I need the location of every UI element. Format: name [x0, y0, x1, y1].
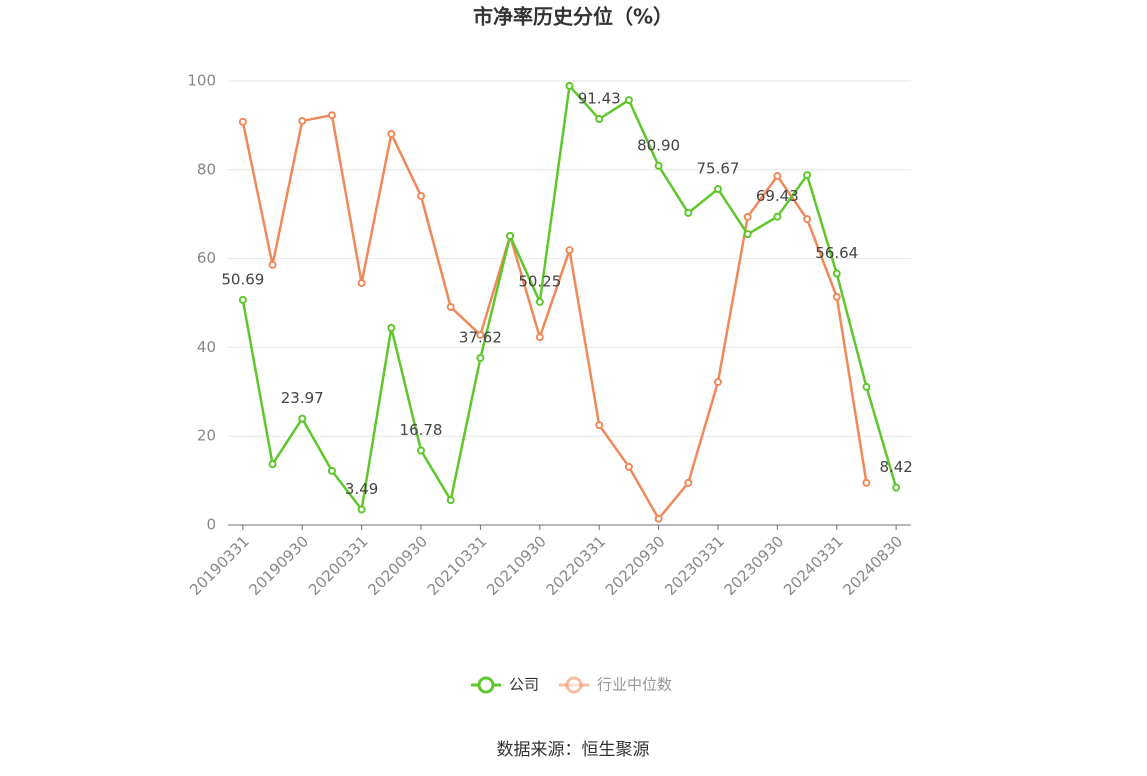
point	[327, 466, 336, 475]
y-tick-label: 80	[197, 160, 216, 178]
point	[684, 478, 693, 487]
legend-label: 行业中位数	[597, 676, 672, 694]
legend-marker	[565, 676, 583, 694]
point	[624, 96, 633, 105]
x-tick-label: 20210930	[483, 532, 550, 599]
point	[268, 460, 277, 469]
point	[238, 295, 247, 304]
point	[417, 191, 426, 200]
y-tick-label: 0	[206, 516, 216, 534]
point	[535, 297, 544, 306]
point	[446, 496, 455, 505]
point	[773, 212, 782, 221]
point	[624, 462, 633, 471]
legend-marker	[477, 676, 495, 694]
point	[832, 269, 841, 278]
point	[654, 514, 663, 523]
y-tick-label: 20	[197, 427, 216, 445]
point	[803, 171, 812, 180]
source: 数据来源：恒生聚源	[497, 740, 650, 760]
point	[476, 330, 485, 339]
x-tick-label: 20190331	[186, 532, 253, 599]
point	[298, 414, 307, 423]
data-label: 56.64	[815, 244, 858, 262]
data-label: 75.67	[697, 160, 740, 178]
data-label: 3.49	[345, 480, 378, 498]
point	[773, 172, 782, 181]
point	[684, 208, 693, 217]
point	[595, 115, 604, 124]
data-label: 16.78	[400, 421, 443, 439]
data-label: 8.42	[879, 458, 912, 476]
x-tick-label: 20210331	[424, 532, 491, 599]
point	[357, 505, 366, 514]
x-tick-label: 20220930	[602, 532, 669, 599]
chart-title: 市净率历史分位（%）	[473, 5, 673, 29]
point	[446, 302, 455, 311]
legend-label: 公司	[509, 676, 539, 694]
point	[476, 353, 485, 362]
data-label: 50.25	[518, 272, 561, 290]
point	[892, 483, 901, 492]
x-tick-label: 20220331	[542, 532, 609, 599]
point	[387, 129, 396, 138]
data-label: 50.69	[221, 270, 264, 288]
point	[387, 323, 396, 332]
point	[238, 117, 247, 126]
point	[713, 378, 722, 387]
point	[298, 116, 307, 125]
point	[357, 279, 366, 288]
point	[327, 111, 336, 120]
point	[862, 478, 871, 487]
y-tick-label: 60	[197, 249, 216, 267]
point	[417, 446, 426, 455]
point	[713, 185, 722, 194]
point	[743, 230, 752, 239]
point	[535, 333, 544, 342]
x-tick-label: 20200331	[305, 532, 372, 599]
data-label: 37.62	[459, 328, 502, 346]
x-tick-label: 20240830	[839, 532, 906, 599]
point	[862, 382, 871, 391]
data-label: 80.90	[637, 136, 680, 154]
point	[803, 215, 812, 224]
x-tick-label: 20190930	[246, 532, 313, 599]
data-label: 91.43	[578, 90, 621, 108]
point	[654, 161, 663, 170]
point	[743, 212, 752, 221]
x-tick-label: 20240331	[780, 532, 847, 599]
data-label: 23.97	[281, 389, 324, 407]
point	[565, 81, 574, 90]
data-label: 69.43	[756, 187, 799, 205]
point	[565, 246, 574, 255]
point	[832, 292, 841, 301]
x-tick-label: 20230331	[661, 532, 728, 599]
y-tick-label: 100	[187, 72, 216, 90]
series-line	[241, 83, 898, 513]
series-line	[241, 113, 868, 521]
y-tick-label: 40	[197, 338, 216, 356]
point	[595, 421, 604, 430]
point	[268, 260, 277, 269]
point	[506, 231, 515, 240]
x-tick-label: 20230930	[721, 532, 788, 599]
x-tick-label: 20200930	[364, 532, 431, 599]
